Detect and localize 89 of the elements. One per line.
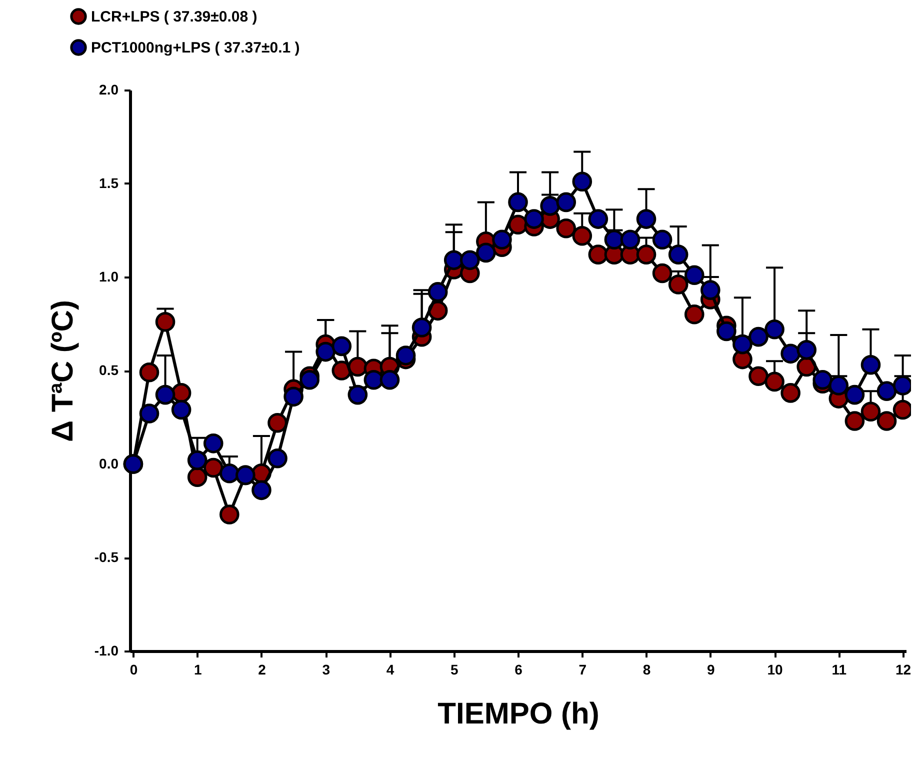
point — [155, 312, 176, 332]
y-tick-label: -0.5 — [94, 549, 119, 565]
point — [348, 384, 368, 405]
point — [252, 480, 272, 500]
y-tick-label: 2.0 — [99, 82, 119, 98]
point — [876, 381, 897, 401]
point — [203, 458, 224, 478]
point — [476, 242, 496, 263]
point — [444, 250, 464, 270]
point — [732, 334, 752, 354]
point — [764, 319, 784, 340]
point — [844, 384, 865, 405]
x-tick-label: 6 — [514, 662, 523, 678]
point — [876, 411, 897, 431]
point — [492, 230, 512, 250]
point — [620, 230, 640, 250]
x-tick-label: 11 — [832, 662, 847, 678]
y-axis-title: Δ TªC (ºC) — [46, 300, 80, 442]
point — [796, 340, 817, 360]
point — [139, 404, 160, 424]
point — [700, 280, 720, 300]
y-tick-label: 0.0 — [99, 456, 119, 472]
point — [636, 209, 656, 229]
point — [524, 209, 544, 229]
point — [171, 400, 192, 420]
x-tick-label: 9 — [707, 662, 715, 678]
point — [428, 282, 448, 302]
x-tick-label: 2 — [258, 662, 266, 678]
point — [364, 370, 384, 390]
point — [572, 226, 592, 246]
point — [460, 250, 480, 270]
point — [268, 448, 288, 468]
point — [508, 192, 528, 212]
point — [380, 370, 400, 390]
point — [716, 321, 736, 342]
x-tick-label: 1 — [194, 662, 202, 678]
point — [780, 383, 800, 403]
x-tick-label: 7 — [578, 662, 587, 678]
point — [268, 412, 288, 433]
point — [764, 372, 784, 392]
legend-label: PCT1000ng+LPS ( 37.37±0.1 ) — [91, 40, 300, 56]
y-tick-label: 1.0 — [99, 268, 119, 284]
point — [652, 263, 672, 284]
point — [219, 504, 240, 524]
point — [588, 209, 608, 229]
point — [219, 463, 240, 484]
point — [316, 342, 336, 362]
x-tick-label: 0 — [130, 662, 138, 678]
point — [187, 450, 208, 470]
point — [556, 218, 576, 238]
point — [636, 244, 656, 264]
point — [668, 244, 688, 264]
y-tick-label: 1.5 — [99, 175, 119, 191]
point — [556, 192, 576, 212]
x-tick-label: 10 — [767, 662, 784, 678]
point — [860, 402, 881, 422]
point — [284, 386, 304, 407]
x-tick-label: 5 — [450, 662, 458, 678]
point — [748, 326, 768, 347]
point — [139, 362, 160, 382]
point — [155, 384, 176, 405]
point — [604, 230, 624, 250]
y-tick-label: 0.5 — [99, 362, 119, 378]
point — [668, 274, 688, 294]
point — [396, 346, 416, 366]
point — [844, 411, 865, 431]
point — [540, 196, 560, 216]
point — [812, 370, 833, 390]
point — [828, 376, 849, 396]
point — [748, 366, 768, 386]
point — [203, 434, 224, 454]
y-tick-label: -1.0 — [94, 642, 119, 658]
x-tick-label: 8 — [642, 662, 651, 678]
point — [684, 265, 704, 286]
point — [652, 230, 672, 250]
point — [588, 244, 608, 264]
point — [300, 370, 320, 390]
x-tick-label: 4 — [386, 662, 394, 678]
legend-label: LCR+LPS ( 37.39±0.08 ) — [91, 8, 258, 26]
point — [412, 318, 432, 338]
point — [332, 336, 352, 356]
x-tick-label: 12 — [896, 662, 912, 678]
x-tick-label: 3 — [322, 662, 330, 678]
point — [187, 467, 208, 487]
point — [684, 304, 704, 324]
x-axis-title: TIEMPO (h) — [438, 698, 600, 730]
point — [860, 354, 881, 375]
point — [780, 344, 800, 364]
point — [572, 172, 592, 192]
